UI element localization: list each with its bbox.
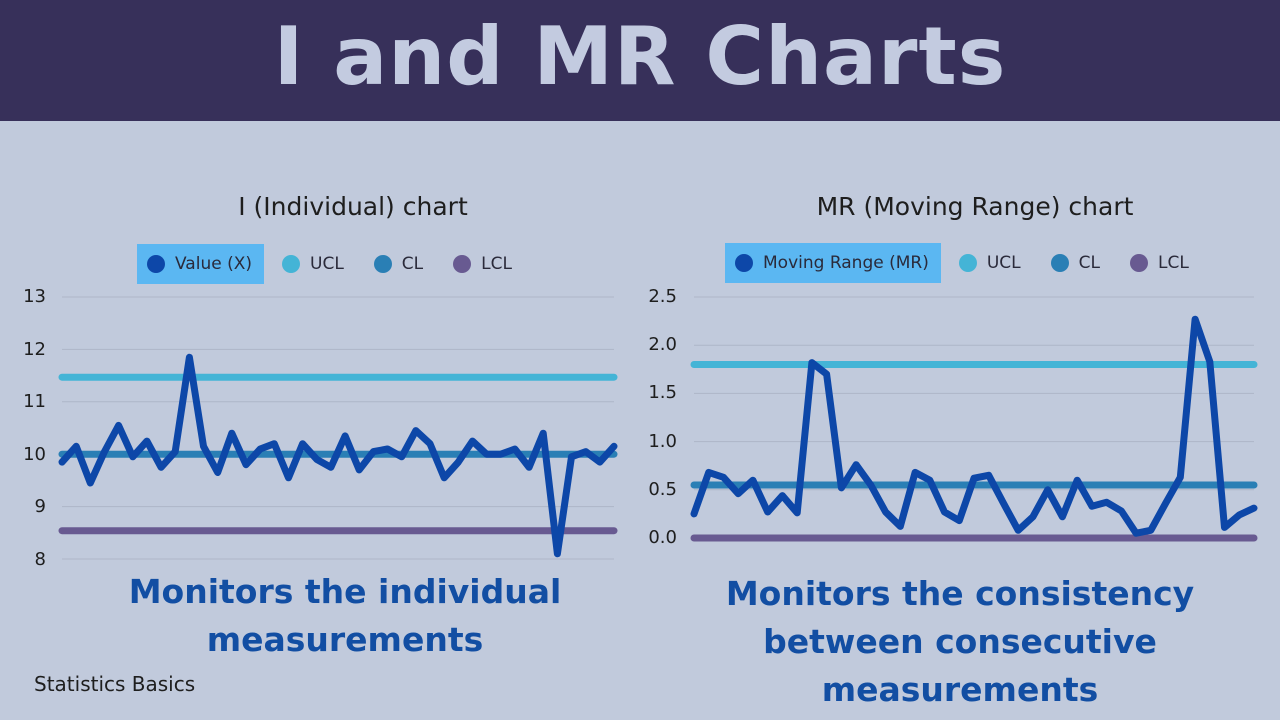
legend-label: LCL [1158, 253, 1189, 273]
legend-label: CL [1078, 253, 1100, 273]
i-chart-legend: Value (X) UCL CL LCL [137, 244, 532, 284]
moving-range-series-line [690, 315, 1258, 537]
legend-item-value[interactable]: Value (X) [137, 244, 264, 284]
cl-dot-icon [1050, 254, 1069, 272]
ucl-dot-icon [958, 254, 977, 272]
legend-item-lcl[interactable]: LCL [443, 244, 524, 284]
y-tick-label: 1.0 [648, 431, 677, 452]
caption-line: between consecutive [763, 622, 1157, 661]
value-dot-icon [147, 255, 165, 273]
legend-item-moving-range[interactable]: Moving Range (MR) [725, 243, 941, 283]
i-chart-caption: Monitors the individual measurements [80, 568, 610, 664]
y-tick-label: 12 [23, 339, 46, 360]
legend-label: UCL [986, 253, 1021, 273]
y-tick-label: 0.0 [648, 527, 677, 548]
legend-item-cl[interactable]: CL [364, 244, 435, 284]
y-tick-label: 1.5 [648, 382, 677, 403]
caption-line: measurements [821, 670, 1099, 709]
caption-line: measurements [206, 620, 484, 659]
mr-chart-caption: Monitors the consistency between consecu… [690, 570, 1230, 714]
value-series-line [58, 353, 618, 558]
caption-line: Monitors the individual [128, 572, 562, 611]
footer-brand: Statistics Basics [34, 672, 196, 696]
title-banner: I and MR Charts [0, 0, 1280, 121]
lcl-dot-icon [1130, 254, 1148, 272]
caption-line: Monitors the consistency [725, 574, 1195, 613]
legend-item-cl[interactable]: CL [1041, 243, 1112, 283]
mr-chart-title: MR (Moving Range) chart [816, 192, 1134, 221]
y-tick-label: 8 [34, 549, 46, 570]
y-tick-label: 10 [23, 444, 46, 465]
y-tick-label: 2.0 [648, 334, 677, 355]
legend-item-lcl[interactable]: LCL [1120, 243, 1201, 283]
legend-label: Value (X) [175, 254, 252, 274]
y-tick-label: 11 [23, 391, 46, 412]
mr-chart-legend: Moving Range (MR) UCL CL LCL [725, 243, 1209, 283]
legend-item-ucl[interactable]: UCL [949, 243, 1033, 283]
y-tick-label: 13 [23, 286, 46, 307]
legend-item-ucl[interactable]: UCL [272, 244, 356, 284]
y-tick-label: 9 [34, 496, 46, 517]
y-tick-label: 0.5 [648, 479, 677, 500]
legend-label: LCL [481, 254, 512, 274]
legend-label: CL [401, 254, 424, 274]
ucl-dot-icon [282, 255, 300, 273]
i-chart-title: I (Individual) chart [238, 192, 468, 221]
legend-label: UCL [310, 254, 344, 274]
moving-range-dot-icon [735, 254, 753, 272]
cl-dot-icon [373, 255, 392, 273]
legend-label: Moving Range (MR) [763, 253, 929, 273]
lcl-dot-icon [453, 255, 472, 273]
page-title: I and MR Charts [273, 10, 1007, 103]
y-tick-label: 2.5 [648, 286, 677, 307]
